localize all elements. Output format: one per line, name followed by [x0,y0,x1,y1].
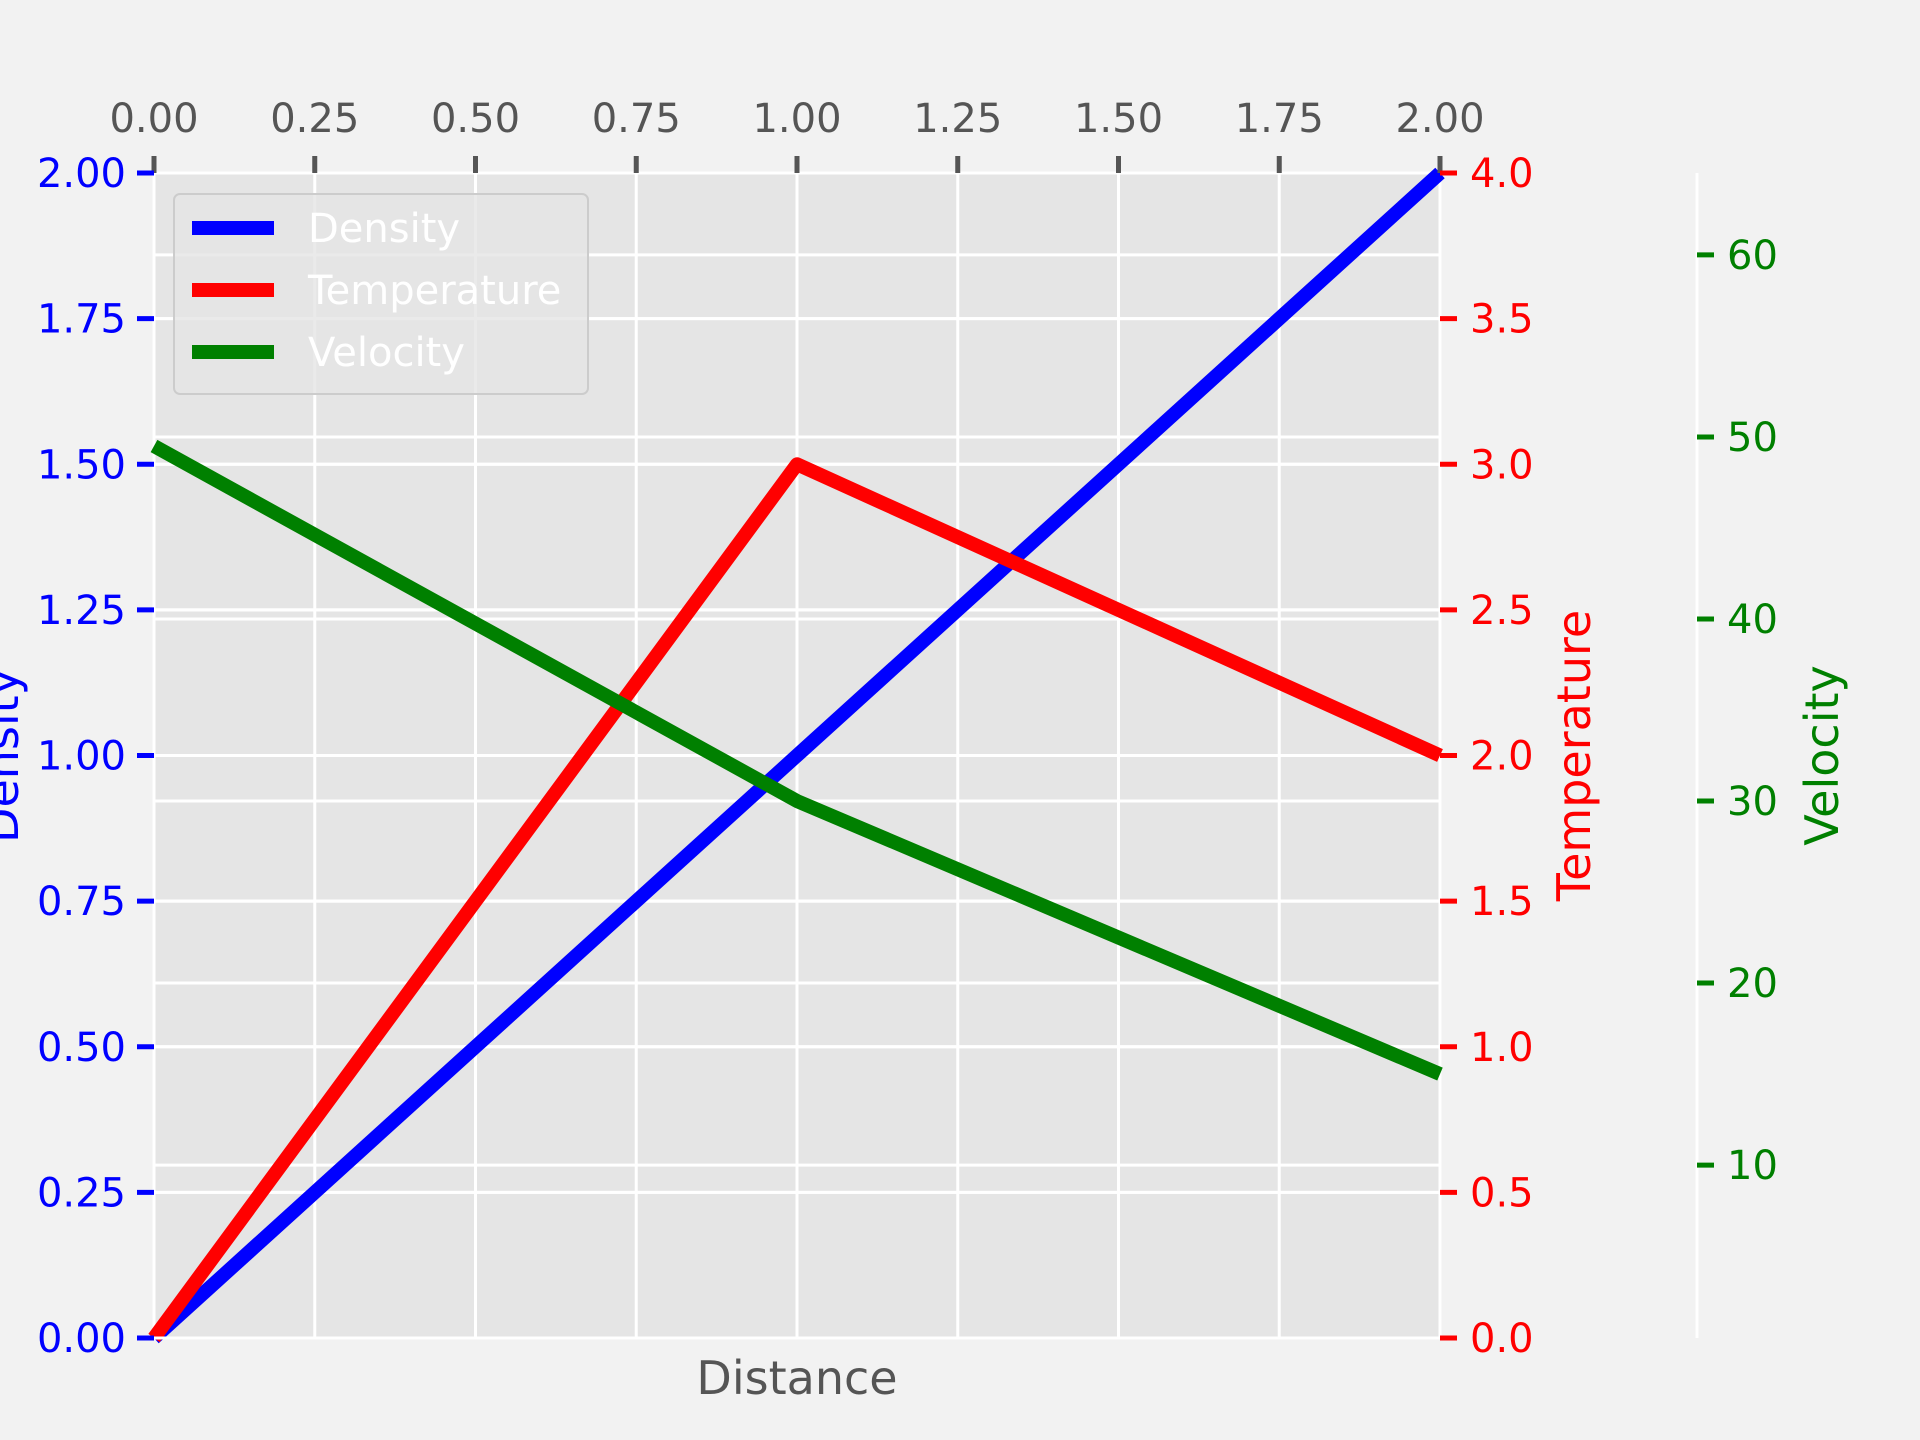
temperature-tick-label: 2.5 [1470,588,1534,634]
density-tick-label: 1.50 [37,442,126,488]
density-tick-label: 2.00 [37,151,126,197]
velocity-tick-label: 20 [1727,961,1778,1007]
temperature-tick-label: 1.0 [1470,1025,1534,1071]
x-tick-label: 1.75 [1235,96,1324,142]
temperature-tick-label: 0.0 [1470,1316,1534,1362]
density-tick-label: 0.25 [37,1170,126,1216]
x-tick-label: 0.75 [592,96,681,142]
x-tick-label: 1.25 [913,96,1002,142]
legend-box [173,193,589,395]
velocity-tick-label: 60 [1727,233,1778,279]
density-axis-title: Density [0,668,29,843]
temperature-tick-label: 3.5 [1470,297,1534,343]
axes: 0.00 0.25 0.50 0.75 1.00 1.25 1.50 1.75 2.000.00… [0,96,1849,1362]
x-tick-label: 0.50 [431,96,520,142]
temperature-tick-label: 2.0 [1470,734,1534,780]
x-tick-label: 1.50 [1074,96,1163,142]
density-tick-label: 0.75 [37,879,126,925]
velocity-tick-label: 30 [1727,779,1778,825]
x-tick-label: 0.00 [109,96,198,142]
density-tick-label: 0.00 [37,1316,126,1362]
legend: Density Temperature Velocity [173,193,589,395]
legend-label-density: Density [308,206,460,252]
x-tick-label: 0.25 [270,96,359,142]
density-tick-label: 0.50 [37,1025,126,1071]
velocity-tick-label: 10 [1727,1143,1778,1189]
legend-label-temperature: Temperature [307,268,561,314]
temperature-axis-title: Temperature [1547,610,1601,902]
temperature-tick-label: 3.0 [1470,442,1534,488]
series-lines [148,167,1445,1344]
velocity-tick-label: 50 [1727,415,1778,461]
density-tick-label: 1.25 [37,588,126,634]
legend-label-velocity: Velocity [308,330,465,376]
x-tick-label: 2.00 [1395,96,1484,142]
velocity-axis-title: Velocity [1795,665,1849,845]
temperature-tick-label: 0.5 [1470,1170,1534,1216]
velocity-tick-label: 40 [1727,597,1778,643]
density-tick-label: 1.75 [37,297,126,343]
temperature-tick-label: 1.5 [1470,879,1534,925]
x-axis-title: Distance [696,1351,897,1405]
x-tick-label: 1.00 [752,96,841,142]
density-tick-label: 1.00 [37,734,126,780]
temperature-tick-label: 4.0 [1470,151,1534,197]
